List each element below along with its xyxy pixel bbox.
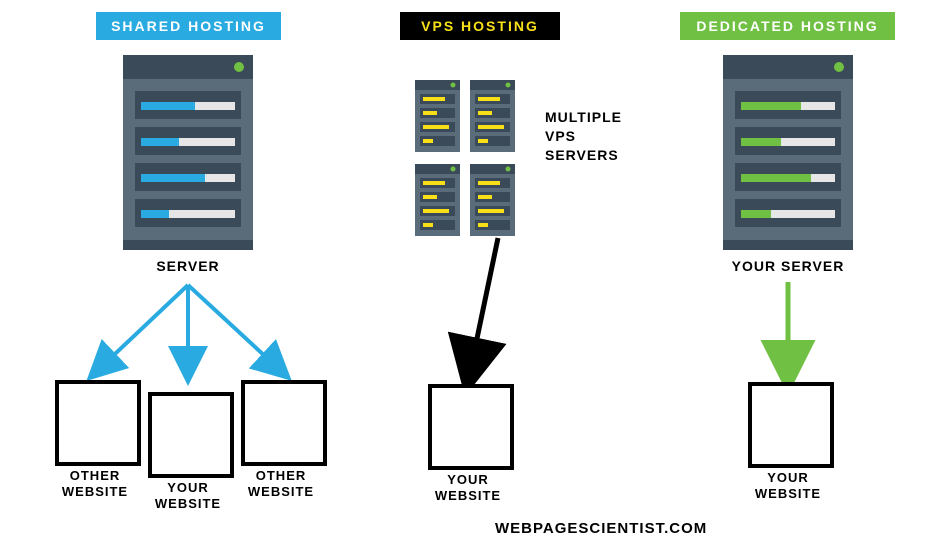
shared-site-label-2: YOUR WEBSITE	[138, 480, 238, 513]
shared-site-label-3: OTHER WEBSITE	[231, 468, 331, 501]
dedicated-site-box	[748, 382, 834, 468]
shared-site-label-1: OTHER WEBSITE	[45, 468, 145, 501]
diagram-canvas: SHARED HOSTING VPS HOSTING DEDICATED HOS…	[0, 0, 950, 550]
vps-site-label: YOUR WEBSITE	[418, 472, 518, 505]
dedicated-arrow	[0, 0, 950, 420]
footer-credit: WEBPAGESCIENTIST.COM	[495, 520, 707, 537]
dedicated-site-label: YOUR WEBSITE	[738, 470, 838, 503]
